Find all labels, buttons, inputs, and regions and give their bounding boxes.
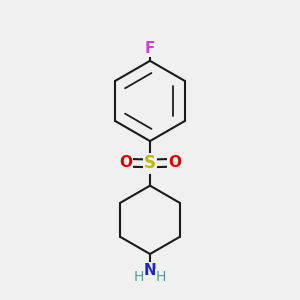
Text: S: S xyxy=(144,154,156,172)
Text: N: N xyxy=(144,263,156,278)
Text: F: F xyxy=(145,41,155,56)
Text: O: O xyxy=(119,155,132,170)
Text: O: O xyxy=(168,155,181,170)
Text: H: H xyxy=(156,270,166,284)
Text: H: H xyxy=(134,270,144,284)
